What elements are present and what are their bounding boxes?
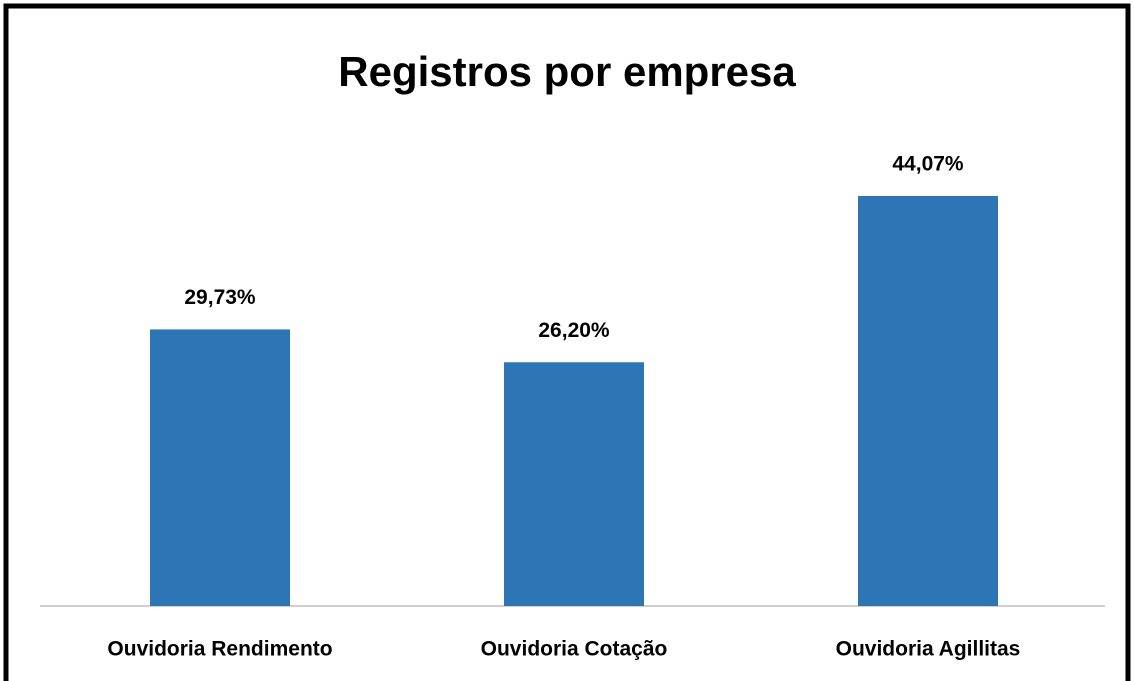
x-tick-label: Ouvidoria Rendimento <box>107 638 332 661</box>
x-tick-label: Ouvidoria Cotação <box>481 638 668 661</box>
data-label: 26,20% <box>538 319 610 342</box>
chart-title: Registros por empresa <box>338 48 796 95</box>
data-label: 29,73% <box>184 286 256 309</box>
bar <box>150 329 290 606</box>
chart-border <box>3 3 1131 681</box>
bar <box>504 362 644 606</box>
data-label: 44,07% <box>892 153 964 176</box>
x-tick-label: Ouvidoria Agillitas <box>836 638 1021 661</box>
bar <box>858 196 998 606</box>
